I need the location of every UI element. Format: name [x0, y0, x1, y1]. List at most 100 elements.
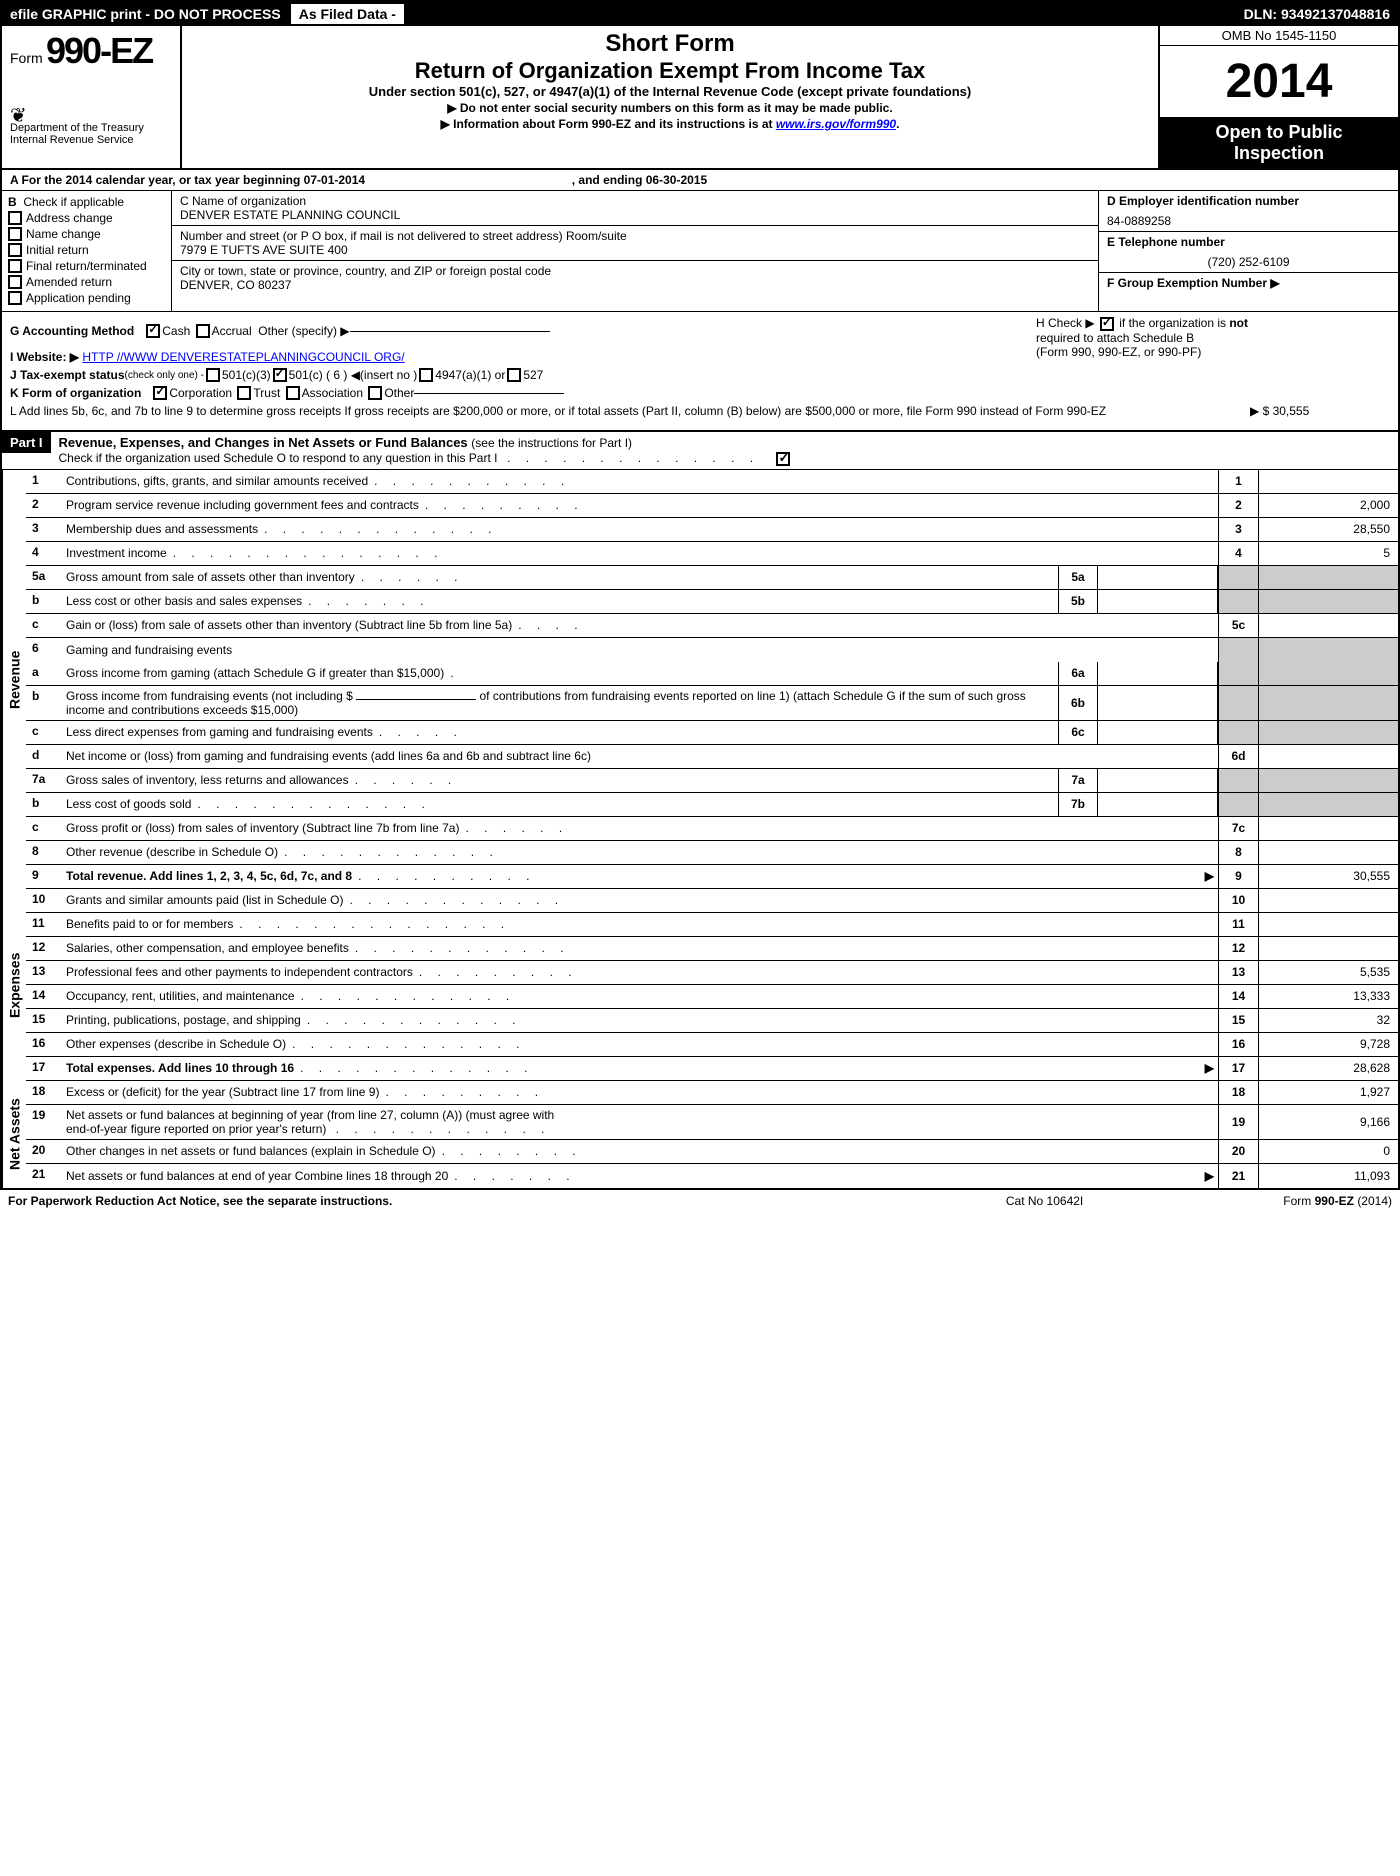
row-a-mid: , and ending	[572, 173, 646, 187]
checkbox-4947[interactable]	[419, 368, 433, 382]
row-j: J Tax-exempt status (check only one) - 5…	[10, 368, 1390, 382]
checkbox-h[interactable]	[1100, 317, 1114, 331]
line-18: 18 Excess or (deficit) for the year (Sub…	[26, 1081, 1398, 1105]
b-initial: Initial return	[26, 243, 89, 257]
footer-right: Form 990-EZ (2014)	[1283, 1194, 1392, 1208]
line-19: 19 Net assets or fund balances at beginn…	[26, 1105, 1398, 1140]
f-label: F Group Exemption Number ▶	[1107, 276, 1280, 290]
h-text4: (Form 990, 990-EZ, or 990-PF)	[1036, 345, 1201, 359]
row-a-end: 06-30-2015	[646, 173, 707, 187]
line-4: 4 Investment income. . . . . . . . . . .…	[26, 542, 1398, 566]
checkbox-pending[interactable]	[8, 291, 22, 305]
line-11: 11 Benefits paid to or for members. . . …	[26, 913, 1398, 937]
header-row: Form 990-EZ ❦ Department of the Treasury…	[2, 26, 1398, 170]
b-pending: Application pending	[26, 291, 131, 305]
line-20: 20 Other changes in net assets or fund b…	[26, 1140, 1398, 1164]
line-17: 17 Total expenses. Add lines 10 through …	[26, 1057, 1398, 1081]
row-a-begin: 07-01-2014	[304, 173, 365, 187]
h-text2: if the organization is	[1119, 316, 1229, 330]
form-container: efile GRAPHIC print - DO NOT PROCESS As …	[0, 0, 1400, 1190]
l-amount: ▶ $ 30,555	[1250, 404, 1390, 418]
checkbox-501c3[interactable]	[206, 368, 220, 382]
subtitle: Under section 501(c), 527, or 4947(a)(1)…	[190, 84, 1150, 99]
part1-label: Part I	[2, 432, 51, 453]
checkbox-assoc[interactable]	[286, 386, 300, 400]
g-label: G Accounting Method	[10, 324, 134, 338]
g-cash: Cash	[162, 324, 190, 338]
checkbox-final[interactable]	[8, 259, 22, 273]
j-o4: 527	[523, 368, 543, 382]
d-label: D Employer identification number	[1107, 194, 1299, 208]
header-left: Form 990-EZ ❦ Department of the Treasury…	[2, 26, 182, 168]
d-ein-row: D Employer identification number 84-0889…	[1099, 191, 1398, 232]
k-other: Other	[384, 386, 414, 400]
checkbox-k-other[interactable]	[368, 386, 382, 400]
part1-check: Check if the organization used Schedule …	[59, 451, 498, 465]
part1-header-row: Part I Revenue, Expenses, and Changes in…	[2, 430, 1398, 469]
info-grid: B Check if applicable Address change Nam…	[2, 191, 1398, 311]
i-url[interactable]: HTTP //WWW DENVERESTATEPLANNINGCOUNCIL O…	[82, 350, 404, 364]
j-sub: (check only one) -	[125, 370, 204, 381]
part1-sub: (see the instructions for Part I)	[471, 436, 632, 450]
line-1: 1 Contributions, gifts, grants, and simi…	[26, 470, 1398, 494]
h-text1: H Check ▶	[1036, 316, 1095, 330]
return-title: Return of Organization Exempt From Incom…	[190, 58, 1150, 84]
open-public-1: Open to Public	[1164, 122, 1394, 143]
line-5b: b Less cost or other basis and sales exp…	[26, 590, 1398, 614]
b-check-label: Check if applicable	[23, 195, 124, 209]
b-addr: Address change	[26, 211, 113, 225]
b-amended: Amended return	[26, 275, 112, 289]
revenue-label: Revenue	[2, 470, 26, 889]
line-3: 3 Membership dues and assessments. . . .…	[26, 518, 1398, 542]
header-center: Short Form Return of Organization Exempt…	[182, 26, 1158, 168]
line-14: 14 Occupancy, rent, utilities, and maint…	[26, 985, 1398, 1009]
netassets-body: 18 Excess or (deficit) for the year (Sub…	[26, 1081, 1398, 1188]
row-a: A For the 2014 calendar year, or tax yea…	[2, 170, 1398, 191]
c-city-label: City or town, state or province, country…	[180, 264, 1090, 278]
header-right: OMB No 1545-1150 2014 Open to Public Ins…	[1158, 26, 1398, 168]
j-o3: 4947(a)(1) or	[435, 368, 505, 382]
line-7b: b Less cost of goods sold. . . . . . . .…	[26, 793, 1398, 817]
checkbox-trust[interactable]	[237, 386, 251, 400]
checkbox-part1[interactable]	[776, 452, 790, 466]
g-accrual: Accrual	[212, 324, 252, 338]
h-not: not	[1229, 316, 1248, 330]
line-13: 13 Professional fees and other payments …	[26, 961, 1398, 985]
line-7c: c Gross profit or (loss) from sales of i…	[26, 817, 1398, 841]
gh-row: H Check ▶ if the organization is not req…	[2, 311, 1398, 430]
expenses-section: Expenses 10 Grants and similar amounts p…	[2, 889, 1398, 1081]
expenses-body: 10 Grants and similar amounts paid (list…	[26, 889, 1398, 1081]
checkbox-name[interactable]	[8, 227, 22, 241]
irs-link[interactable]: www.irs.gov/form990	[776, 117, 896, 131]
short-form-title: Short Form	[190, 30, 1150, 58]
top-bar: efile GRAPHIC print - DO NOT PROCESS As …	[2, 2, 1398, 26]
line-5c: c Gain or (loss) from sale of assets oth…	[26, 614, 1398, 638]
checkbox-527[interactable]	[507, 368, 521, 382]
checkbox-cash[interactable]	[146, 324, 160, 338]
k-corp: Corporation	[169, 386, 232, 400]
b-final: Final return/terminated	[26, 259, 147, 273]
j-o1: 501(c)(3)	[222, 368, 271, 382]
checkbox-accrual[interactable]	[196, 324, 210, 338]
k-trust: Trust	[253, 386, 280, 400]
h-box: H Check ▶ if the organization is not req…	[1036, 316, 1386, 359]
c-addr-row: Number and street (or P O box, if mail i…	[172, 226, 1098, 261]
line-16: 16 Other expenses (describe in Schedule …	[26, 1033, 1398, 1057]
e-label: E Telephone number	[1107, 235, 1225, 249]
expenses-label: Expenses	[2, 889, 26, 1081]
part1-title-text: Revenue, Expenses, and Changes in Net As…	[59, 435, 468, 450]
checkbox-corp[interactable]	[153, 386, 167, 400]
checkbox-addr[interactable]	[8, 211, 22, 225]
c-city-row: City or town, state or province, country…	[172, 261, 1098, 295]
c-addr: 7979 E TUFTS AVE SUITE 400	[180, 243, 1090, 257]
arrow2-pre: ▶ Information about Form 990-EZ and its …	[441, 117, 776, 131]
checkbox-501c[interactable]	[273, 368, 287, 382]
c-name-row: C Name of organization DENVER ESTATE PLA…	[172, 191, 1098, 226]
b-title: B	[8, 195, 17, 209]
form-number: 990-EZ	[46, 30, 152, 71]
efile-label: efile GRAPHIC print - DO NOT PROCESS	[2, 4, 289, 24]
checkbox-initial[interactable]	[8, 243, 22, 257]
omb-number: OMB No 1545-1150	[1160, 26, 1398, 46]
checkbox-amended[interactable]	[8, 275, 22, 289]
h-text3: required to attach Schedule B	[1036, 331, 1194, 345]
